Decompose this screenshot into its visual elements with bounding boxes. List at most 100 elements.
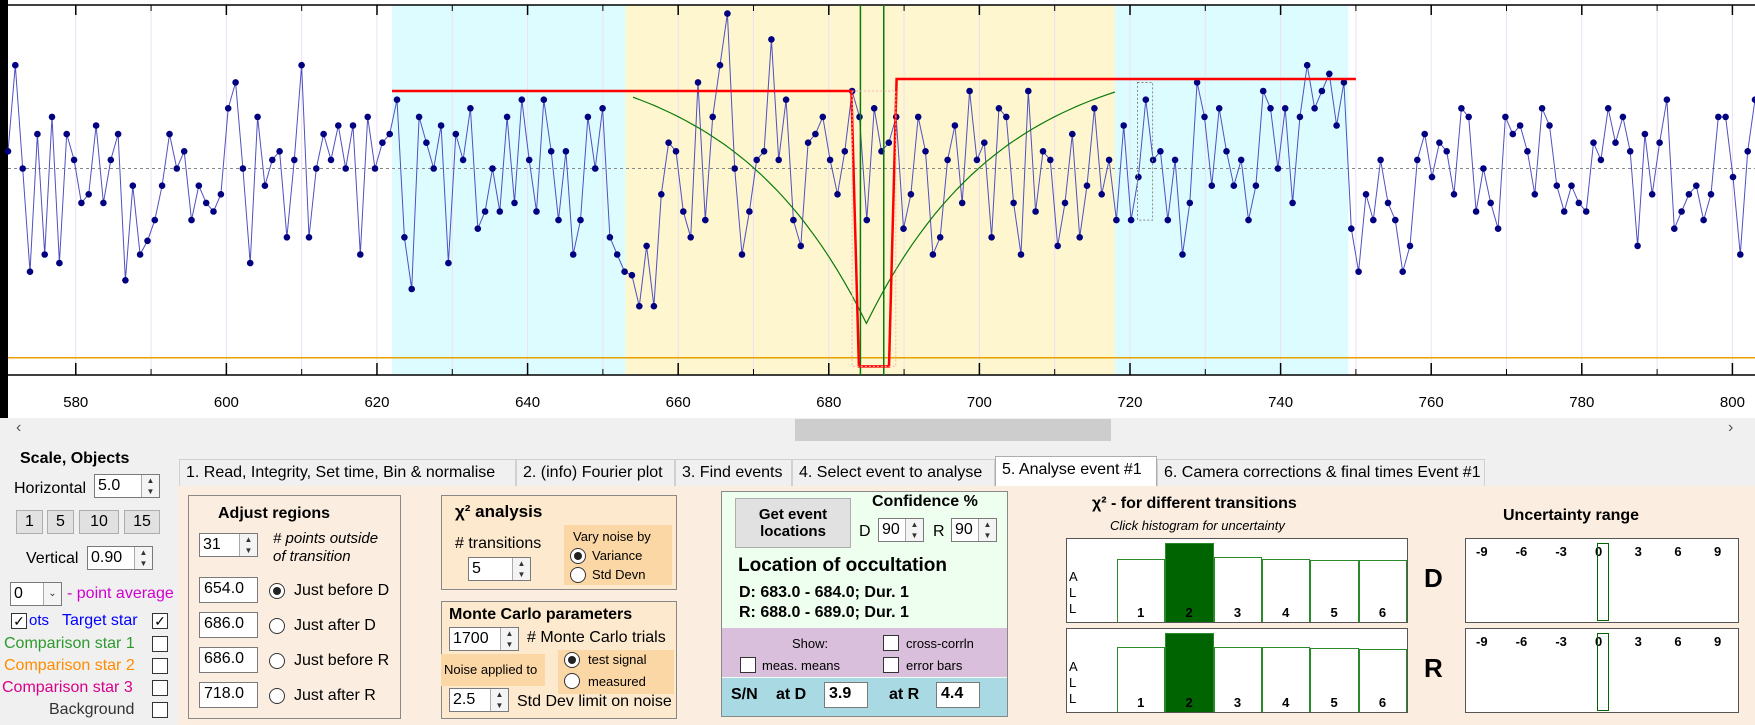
just-after-r-radio[interactable] bbox=[269, 688, 285, 704]
target-star-checkbox[interactable]: ✓ bbox=[152, 613, 168, 629]
hist-d-bar[interactable] bbox=[1358, 560, 1407, 622]
std-devn-radio[interactable] bbox=[570, 567, 586, 583]
data-point bbox=[863, 216, 871, 224]
hist-d-bar[interactable] bbox=[1262, 559, 1311, 622]
data-point bbox=[1722, 113, 1729, 121]
spinner-arrows-icon[interactable]: ▲ ▼ bbox=[141, 475, 159, 497]
data-point bbox=[1612, 139, 1619, 146]
data-point bbox=[1737, 251, 1744, 258]
of-transition-label: of transition bbox=[273, 548, 351, 565]
cross-corr-checkbox[interactable] bbox=[883, 635, 899, 651]
chevron-down-icon[interactable]: ⌄ bbox=[43, 583, 61, 605]
point-average-select[interactable]: 0 ⌄ bbox=[10, 582, 62, 606]
monte-carlo-trials-spinner[interactable]: 1700 ▲ ▼ bbox=[449, 627, 519, 651]
spinner-arrows-icon[interactable]: ▲ ▼ bbox=[134, 547, 152, 569]
data-point bbox=[650, 302, 658, 310]
transitions-spinner[interactable]: 5 ▲ ▼ bbox=[468, 557, 531, 581]
scrollbar-thumb[interactable] bbox=[795, 419, 1111, 441]
data-point bbox=[1546, 122, 1553, 129]
data-point bbox=[371, 165, 379, 172]
hist-d-bar[interactable] bbox=[1117, 559, 1166, 622]
data-point bbox=[591, 165, 599, 172]
hist-r-bar[interactable] bbox=[1358, 649, 1407, 712]
zoom-10-button[interactable]: 10 bbox=[79, 510, 119, 534]
hist-r-bar[interactable] bbox=[1165, 633, 1214, 712]
data-point bbox=[269, 156, 276, 164]
spinner-arrows-icon[interactable]: ▲ ▼ bbox=[239, 534, 257, 556]
comparison-star-1-checkbox[interactable] bbox=[152, 636, 168, 652]
error-bars-checkbox[interactable] bbox=[883, 657, 899, 673]
data-point bbox=[995, 105, 1003, 112]
zoom-15-button[interactable]: 15 bbox=[124, 510, 160, 534]
tab-find-events[interactable]: 3. Find events bbox=[675, 459, 792, 486]
data-point bbox=[408, 285, 416, 293]
sn-label: S/N bbox=[731, 686, 758, 703]
comparison-star-2-checkbox[interactable] bbox=[152, 658, 168, 674]
data-point bbox=[459, 156, 467, 164]
data-point bbox=[1392, 216, 1399, 224]
light-curve-plot[interactable]: 580 600 620 640 660 680 700 720 740 760 780 800 bbox=[0, 0, 1755, 418]
get-event-locations-button[interactable]: Get event locations bbox=[735, 498, 851, 548]
hist-r-bar[interactable] bbox=[1213, 647, 1262, 712]
scroll-right-arrow-icon[interactable]: › bbox=[1728, 419, 1734, 436]
tab-read-integrity[interactable]: 1. Read, Integrity, Set time, Bin & norm… bbox=[179, 459, 516, 486]
data-point bbox=[1406, 242, 1414, 250]
just-before-r-radio[interactable] bbox=[269, 653, 285, 669]
just-after-d-value[interactable]: 686.0 bbox=[199, 612, 258, 638]
data-point bbox=[261, 182, 269, 189]
points-outside-spinner[interactable]: 31 ▲ ▼ bbox=[199, 533, 258, 557]
data-point bbox=[423, 139, 430, 146]
just-before-r-value[interactable]: 686.0 bbox=[199, 647, 258, 673]
confidence-r-spinner[interactable]: 90 ▲ ▼ bbox=[951, 518, 997, 542]
data-point bbox=[870, 105, 878, 112]
confidence-d-spinner[interactable]: 90 ▲ ▼ bbox=[878, 518, 924, 542]
error-bars-label: error bars bbox=[906, 658, 963, 673]
variance-radio[interactable] bbox=[570, 548, 586, 564]
meas-means-checkbox[interactable] bbox=[740, 657, 756, 673]
just-before-d-value[interactable]: 654.0 bbox=[199, 577, 258, 603]
data-point bbox=[885, 139, 893, 146]
hist-r-bar[interactable] bbox=[1310, 648, 1359, 712]
zoom-5-button[interactable]: 5 bbox=[47, 510, 74, 534]
data-point bbox=[1524, 148, 1531, 155]
background-checkbox[interactable] bbox=[152, 702, 168, 718]
tab-select-event[interactable]: 4. Select event to analyse bbox=[792, 459, 995, 486]
hist-d-bar[interactable] bbox=[1310, 560, 1359, 622]
test-signal-radio[interactable] bbox=[564, 652, 580, 668]
data-point bbox=[1340, 79, 1348, 86]
tab-camera-corrections[interactable]: 6. Camera corrections & final times Even… bbox=[1157, 459, 1485, 486]
data-point bbox=[1414, 156, 1421, 164]
data-point bbox=[503, 113, 511, 121]
comparison-star-3-checkbox[interactable] bbox=[152, 680, 168, 696]
data-point bbox=[283, 234, 291, 241]
data-point bbox=[687, 234, 694, 241]
vertical-scale-spinner[interactable]: 0.90 ▲ ▼ bbox=[87, 546, 153, 570]
just-after-r-value[interactable]: 718.0 bbox=[199, 682, 258, 708]
hist-r-bar[interactable] bbox=[1262, 647, 1311, 712]
tab-analyse-event[interactable]: 5. Analyse event #1 bbox=[995, 456, 1157, 487]
just-after-d-radio[interactable] bbox=[269, 618, 285, 634]
hist-d-bar[interactable] bbox=[1213, 557, 1262, 622]
spinner-arrows-icon[interactable]: ▲ ▼ bbox=[978, 519, 996, 541]
data-point bbox=[430, 165, 438, 172]
spinner-arrows-icon[interactable]: ▲ ▼ bbox=[905, 519, 923, 541]
hist-d-bar[interactable] bbox=[1165, 543, 1214, 622]
data-point bbox=[1003, 113, 1010, 121]
just-before-d-radio[interactable] bbox=[269, 583, 285, 599]
tab-fourier-plot[interactable]: 2. (info) Fourier plot bbox=[516, 459, 675, 486]
hist-r-bar[interactable] bbox=[1117, 647, 1166, 712]
spinner-arrows-icon[interactable]: ▲ ▼ bbox=[512, 558, 530, 580]
std-dev-limit-spinner[interactable]: 2.5 ▲ ▼ bbox=[449, 688, 509, 712]
plot-points-checkbox[interactable]: ✓ bbox=[11, 613, 27, 629]
measured-radio[interactable] bbox=[564, 673, 580, 689]
horizontal-scale-spinner[interactable]: 5.0 ▲ ▼ bbox=[94, 474, 160, 498]
scroll-left-arrow-icon[interactable]: ‹ bbox=[16, 419, 22, 436]
spinner-arrows-icon[interactable]: ▲ ▼ bbox=[500, 628, 518, 650]
x-tick-label-8: 740 bbox=[1268, 394, 1293, 411]
unc-r-tick-label: -6 bbox=[1515, 634, 1528, 649]
data-point bbox=[1274, 165, 1282, 172]
zoom-1-button[interactable]: 1 bbox=[16, 510, 43, 534]
spinner-arrows-icon[interactable]: ▲ ▼ bbox=[490, 689, 508, 711]
